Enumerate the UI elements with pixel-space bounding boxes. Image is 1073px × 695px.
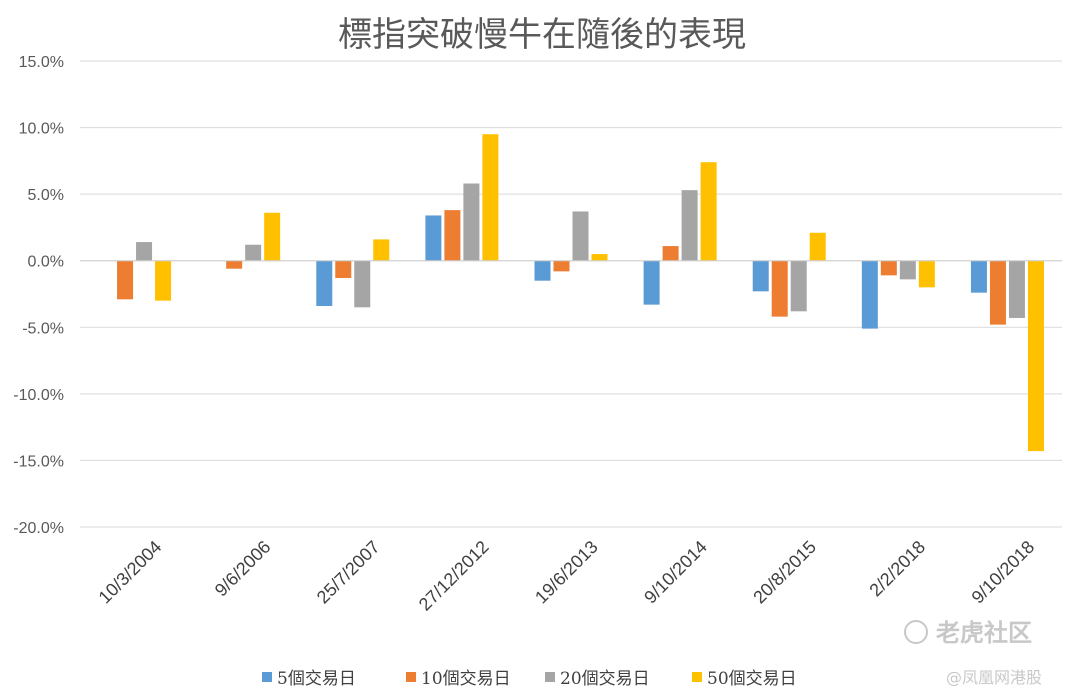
bar [444, 210, 461, 261]
watermark-logo-icon [904, 620, 928, 644]
bar [155, 260, 172, 301]
bar [880, 260, 897, 276]
bar [226, 260, 243, 269]
bars [80, 134, 1062, 452]
legend-label: 50個交易日 [707, 669, 797, 689]
bar [534, 260, 551, 281]
bar [591, 254, 608, 261]
y-tick-label: 10.0% [19, 121, 64, 138]
bar [899, 260, 916, 280]
bar [264, 212, 281, 261]
x-axis: 10/3/2004 9/6/2006 25/7/2007 27/12/2012 19/6… [95, 537, 1039, 615]
x-tick-label: 27/12/2012 [415, 537, 493, 615]
y-tick-label: -10.0% [13, 387, 64, 404]
bar [771, 260, 788, 317]
y-tick-label: -5.0% [22, 320, 64, 337]
bar [463, 183, 480, 261]
bar [1027, 260, 1044, 452]
bar [117, 260, 134, 300]
legend-label: 20個交易日 [560, 669, 650, 689]
x-tick-label: 25/7/2007 [313, 537, 384, 608]
bar [572, 211, 589, 261]
bar [335, 260, 352, 279]
bar [482, 134, 499, 261]
y-tick-label: 15.0% [19, 54, 64, 71]
bar [553, 260, 570, 272]
x-tick-label: 9/10/2014 [640, 537, 711, 608]
gridlines [80, 60, 1062, 528]
bar [354, 260, 371, 308]
legend-label: 5個交易日 [277, 669, 356, 689]
legend-label: 10個交易日 [421, 669, 511, 689]
y-tick-label: -15.0% [13, 453, 64, 470]
bar [662, 246, 679, 261]
bar [809, 232, 826, 261]
bar [918, 260, 935, 288]
bar [970, 260, 987, 293]
x-tick-label: 20/8/2015 [749, 537, 820, 608]
bar [1008, 260, 1025, 318]
x-tick-label: 10/3/2004 [95, 537, 166, 608]
legend-swatch [262, 672, 272, 682]
bar [681, 190, 698, 261]
watermark-text-2: @凤凰网港股 [946, 668, 1042, 687]
bar [643, 260, 660, 305]
legend: 5個交易日 10個交易日 20個交易日 50個交易日 [262, 669, 797, 689]
y-tick-label: -20.0% [13, 520, 64, 537]
x-tick-label: 2/2/2018 [865, 537, 929, 601]
legend-swatch [545, 672, 555, 682]
bar [790, 260, 807, 312]
bar [700, 162, 717, 261]
x-tick-label: 19/6/2013 [531, 537, 602, 608]
bar [425, 215, 442, 261]
bar [752, 260, 769, 292]
watermark: 老虎社区 @凤凰网港股 [904, 619, 1042, 687]
bar [861, 260, 878, 329]
legend-swatch [692, 672, 702, 682]
y-tick-label: 0.0% [28, 254, 64, 271]
bar [989, 260, 1006, 325]
watermark-text-1: 老虎社区 [936, 619, 1032, 647]
bar [373, 239, 390, 261]
legend-swatch [406, 672, 416, 682]
x-tick-label: 9/10/2018 [968, 537, 1039, 608]
y-axis: 15.0% 10.0% 5.0% 0.0% -5.0% -10.0% -15.0% -20.0… [13, 54, 64, 537]
bar [245, 244, 262, 261]
chart-title: 標指突破慢牛在隨後的表現 [338, 15, 746, 55]
bar [136, 242, 153, 261]
x-tick-label: 9/6/2006 [211, 537, 275, 601]
bar [316, 260, 333, 306]
y-tick-label: 5.0% [28, 187, 64, 204]
